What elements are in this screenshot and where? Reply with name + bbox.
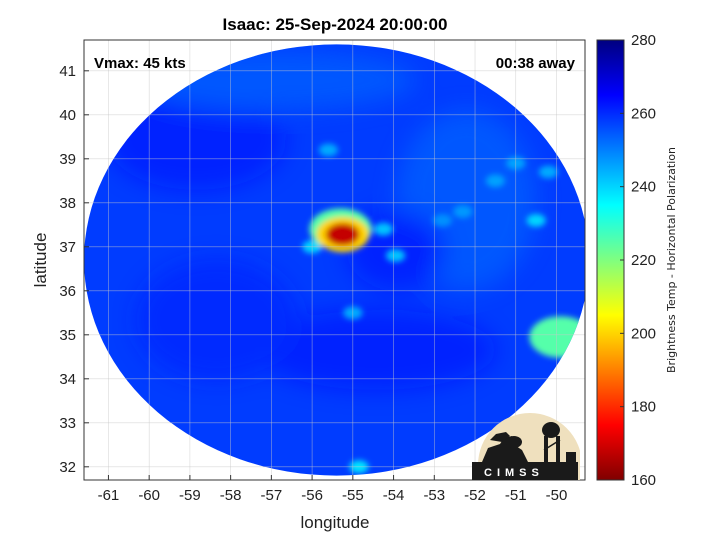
colorbar-ticks: 160 180 200 220 240 260 280 (620, 32, 656, 489)
y-tick-label: 36 (59, 283, 76, 300)
colorbar-tick-label: 180 (631, 399, 656, 416)
swath-feature (538, 165, 558, 179)
x-tick-label: -61 (98, 487, 120, 504)
colorbar-tick-label: 280 (631, 32, 656, 49)
x-tick-label: -57 (261, 487, 283, 504)
swath-feature (485, 174, 505, 188)
x-tick-label: -52 (464, 487, 486, 504)
x-tick-label: -53 (423, 487, 445, 504)
y-tick-label: 32 (59, 459, 76, 476)
x-tick-label: -54 (383, 487, 405, 504)
x-axis-ticks: -61 -60 -59 -58 -57 -56 -55 -54 -53 -52 -51 -50 (98, 475, 568, 504)
x-tick-label: -50 (546, 487, 568, 504)
y-tick-label: 41 (59, 63, 76, 80)
x-tick-label: -56 (301, 487, 323, 504)
y-tick-label: 40 (59, 107, 76, 124)
y-tick-label: 38 (59, 195, 76, 212)
colorbar-tick-label: 240 (631, 179, 656, 196)
colorbar-tick-label: 220 (631, 252, 656, 269)
x-tick-label: -59 (179, 487, 201, 504)
swath-feature (373, 222, 393, 236)
chart-title: Isaac: 25-Sep-2024 20:00:00 (223, 15, 448, 34)
x-tick-label: -51 (505, 487, 527, 504)
swath-feature (432, 214, 453, 227)
x-tick-label: -55 (342, 487, 364, 504)
y-tick-label: 34 (59, 371, 76, 388)
y-axis-ticks: 32 33 34 35 36 37 38 39 40 41 (59, 63, 89, 476)
swath-feature (325, 223, 360, 246)
colorbar-label: Brightness Temp - Horizontal Polarizatio… (665, 147, 678, 373)
x-tick-label: -58 (220, 487, 242, 504)
colorbar (596, 39, 625, 481)
colorbar-tick-label: 160 (631, 472, 656, 489)
y-tick-label: 35 (59, 327, 76, 344)
cimss-logo: CIMSS (472, 413, 580, 480)
swath-feature (318, 143, 338, 157)
colorbar-tick-label: 260 (631, 105, 656, 122)
y-axis-label: latitude (31, 233, 50, 288)
y-tick-label: 37 (59, 239, 76, 256)
swath-feature (385, 249, 406, 262)
colorbar-tick-label: 200 (631, 325, 656, 342)
y-tick-label: 39 (59, 151, 76, 168)
x-axis-label: longitude (300, 513, 369, 532)
swath-feature (453, 205, 473, 219)
vmax-annotation: Vmax: 45 kts (94, 55, 186, 72)
y-tick-label: 33 (59, 415, 76, 432)
swath-feature (526, 214, 546, 227)
grid-lines (84, 40, 585, 480)
cimss-logo-text: CIMSS (484, 467, 544, 479)
x-tick-label: -60 (138, 487, 160, 504)
time-away-annotation: 00:38 away (496, 55, 576, 72)
plot-frame (83, 39, 586, 481)
